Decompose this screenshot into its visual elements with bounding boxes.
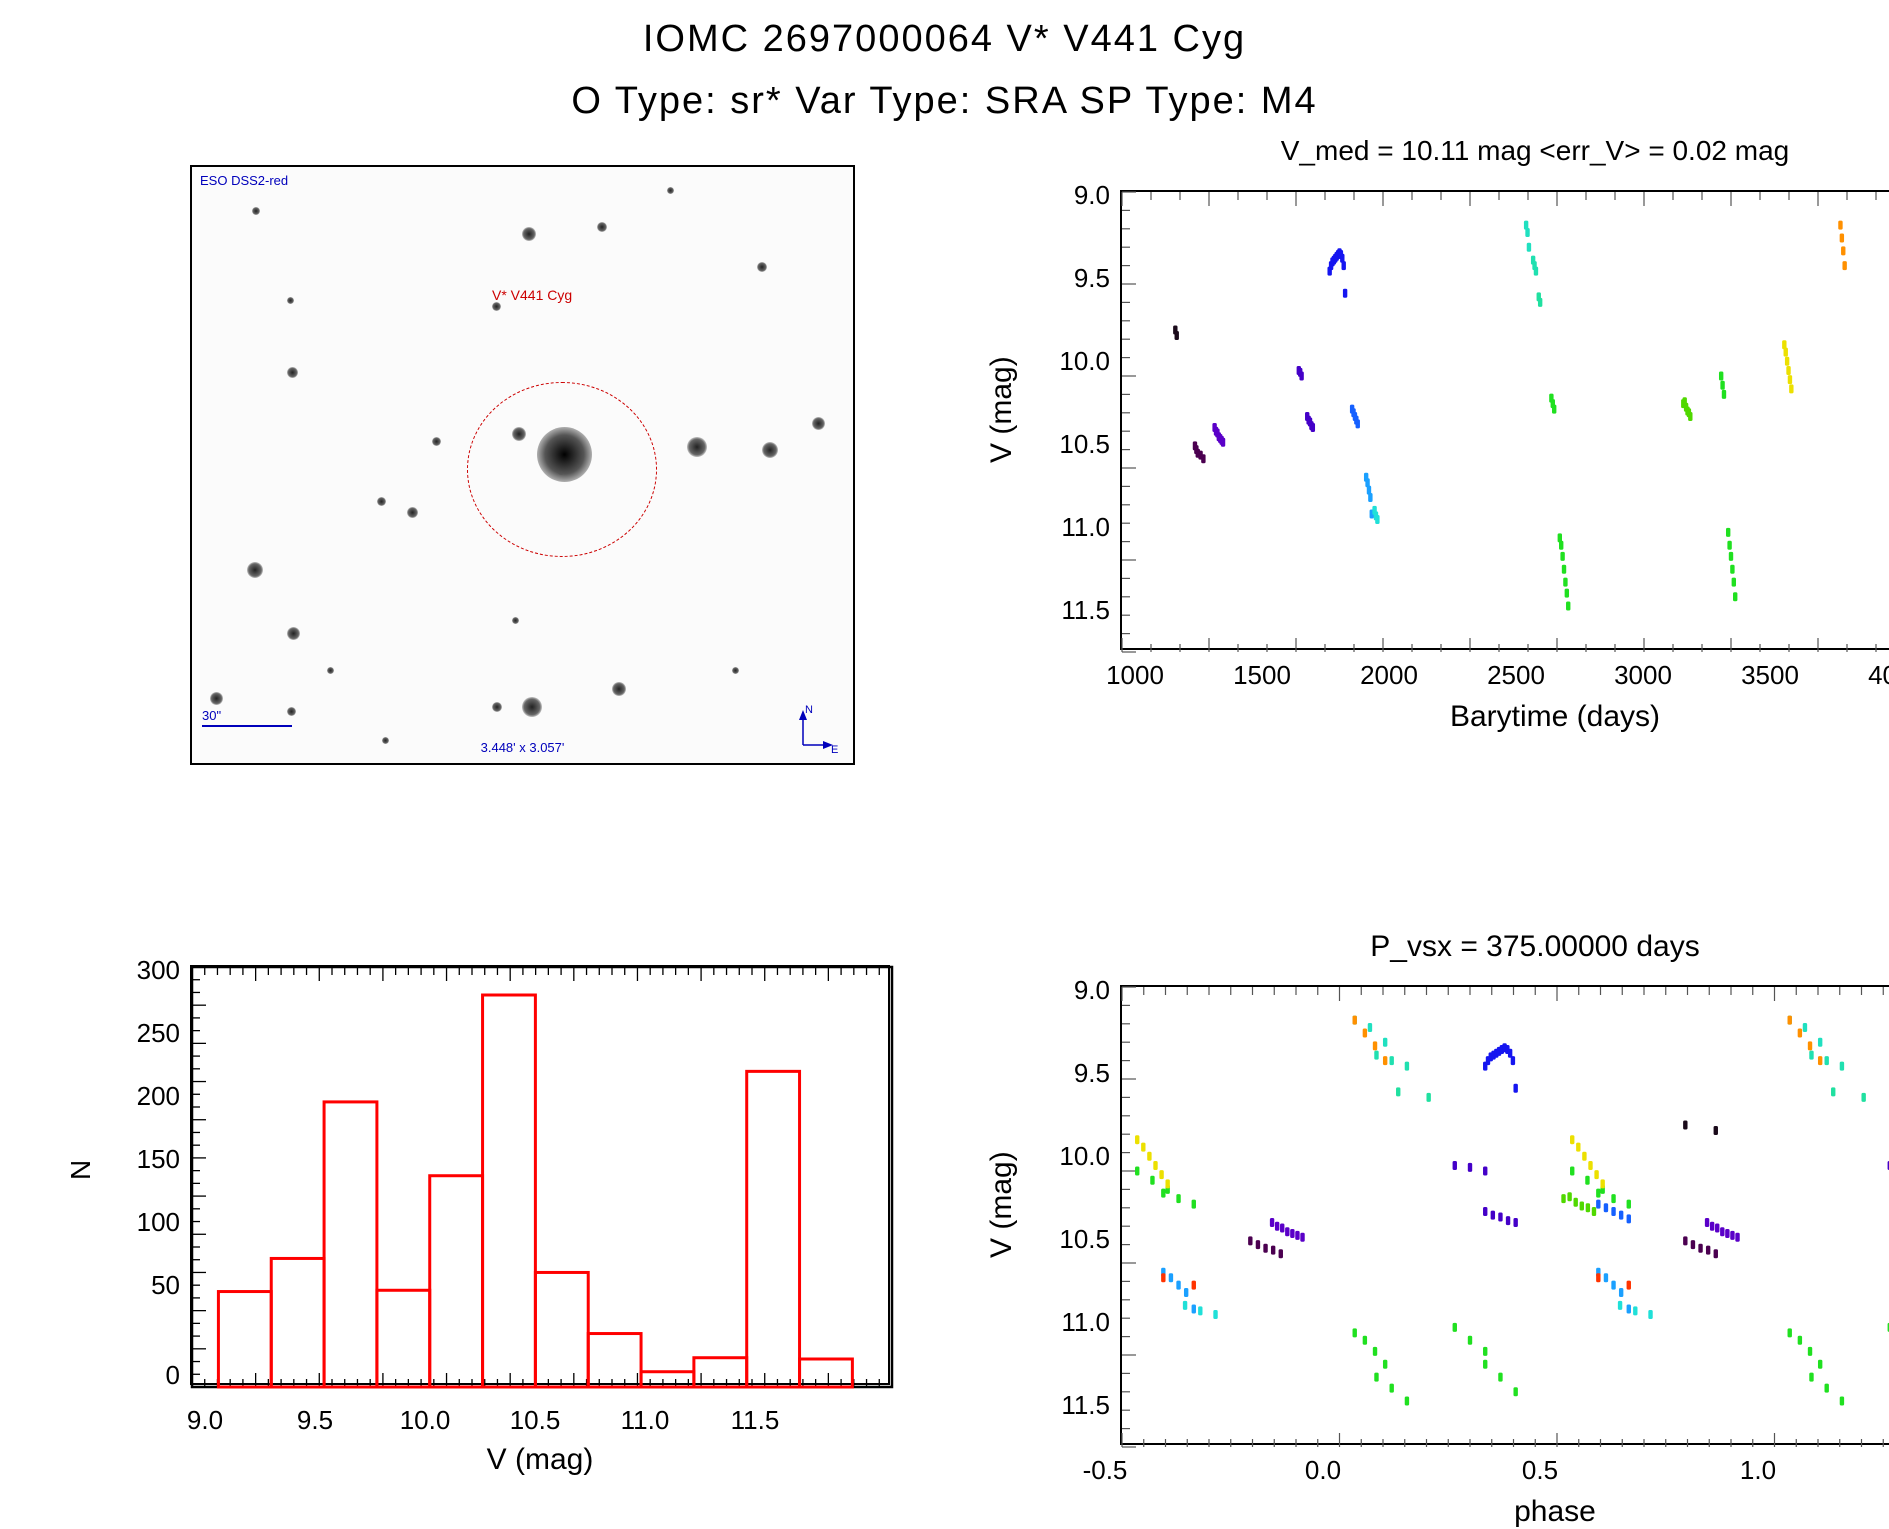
image-dimensions-label: 3.448' x 3.057' — [481, 740, 565, 755]
svg-text:E: E — [831, 744, 838, 755]
phase-scatter-svg[interactable] — [1122, 987, 1889, 1447]
survey-label: ESO DSS2-red — [200, 173, 288, 188]
iomc-report-page: IOMC 2697000064 V* V441 Cyg O Type: sr* … — [0, 0, 1889, 1494]
phase-chart-title: P_vsx = 375.00000 days — [1050, 930, 1889, 964]
histogram-bars-svg[interactable] — [192, 967, 892, 1387]
phase-chart-axes — [1120, 985, 1889, 1445]
finder-chart-image: ESO DSS2-red — [190, 165, 855, 765]
compass-indicator: N E — [793, 705, 843, 755]
finder-image-canvas: ESO DSS2-red — [192, 167, 853, 763]
phase-chart-panel: P_vsx = 375.00000 days 9.0 9.5 10.0 10.5… — [1050, 930, 1889, 1490]
barytime-chart-title: V_med = 10.11 mag <err_V> = 0.02 mag — [1050, 135, 1889, 167]
histogram-chart-axes — [190, 965, 890, 1385]
barytime-chart-panel: V_med = 10.11 mag <err_V> = 0.02 mag 9.0… — [1050, 135, 1889, 695]
barytime-chart-axes — [1120, 190, 1889, 650]
scale-bar-line — [202, 725, 292, 727]
varstar-label: V* V441 Cyg — [492, 287, 572, 303]
histogram-chart-panel: 300 250 200 150 100 50 0 N 9.0 9.5 10.0 … — [120, 965, 910, 1465]
svg-text:N: N — [805, 705, 813, 716]
barytime-scatter-svg[interactable] — [1122, 192, 1889, 652]
page-subtitle: O Type: sr* Var Type: SRA SP Type: M4 — [0, 80, 1889, 123]
page-title: IOMC 2697000064 V* V441 Cyg — [0, 18, 1889, 61]
scale-bar-label: 30" — [202, 708, 221, 723]
